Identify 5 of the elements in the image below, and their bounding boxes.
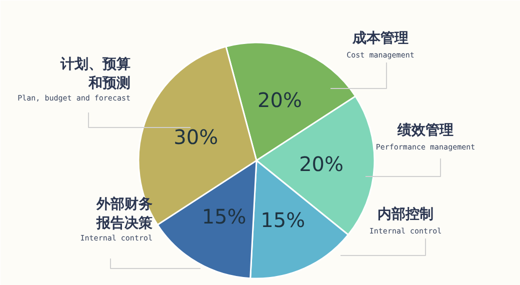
data-label: 30%	[174, 125, 218, 150]
data-label: 20%	[299, 152, 344, 176]
data-label: 20%	[258, 88, 302, 112]
data-label: 15%	[260, 208, 306, 232]
data-label: 15%	[202, 204, 246, 229]
